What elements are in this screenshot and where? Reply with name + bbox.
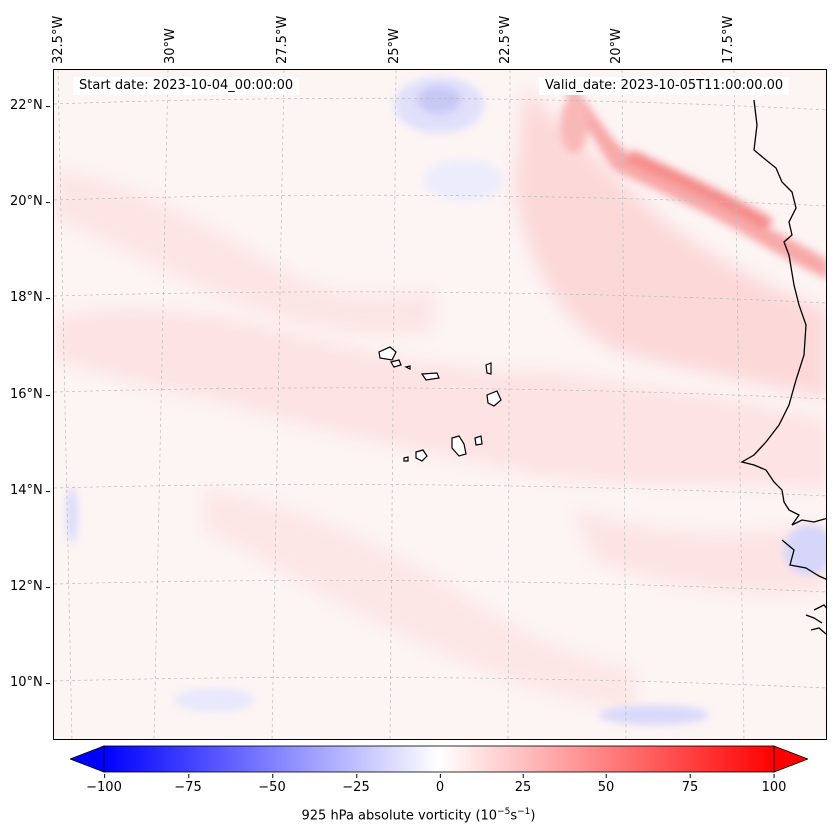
island-santiago	[451, 435, 467, 457]
island-sao-vicente	[390, 359, 402, 368]
colorbar-tick-neg100: −100	[86, 774, 122, 795]
colorbar-tick-neg50: −50	[258, 774, 286, 795]
map-panel[interactable]	[53, 69, 827, 740]
colorbar-ramp	[103, 745, 775, 773]
vorticity-field	[54, 70, 826, 739]
lon-label-17-5w: 17.5°W	[721, 15, 736, 64]
positive-vorticity-band	[560, 85, 826, 279]
island-maio	[474, 435, 483, 446]
lat-label-22n: 22°N	[10, 98, 50, 113]
positive-vorticity-regions	[54, 90, 826, 710]
island-sao-nicolau	[420, 372, 440, 381]
island-sal	[485, 362, 492, 375]
island-fogo	[415, 449, 428, 462]
colorbar-label: 925 hPa absolute vorticity (10−5s−1)	[301, 807, 536, 824]
colorbar-extend-min	[68, 745, 105, 773]
coastline	[740, 99, 826, 635]
lat-label-10n: 10°N	[10, 675, 50, 690]
colorbar-extend-max	[773, 745, 810, 773]
lat-label-20n: 20°N	[10, 194, 50, 209]
colorbar-tick-0: 0	[435, 774, 445, 795]
colorbar-tick-50: 50	[597, 774, 615, 795]
colorbar-graphic	[68, 745, 810, 773]
lat-label-12n: 12°N	[10, 579, 50, 594]
lon-label-20w: 20°W	[609, 28, 624, 64]
lon-label-30w: 30°W	[163, 28, 178, 64]
negative-vorticity-regions	[66, 77, 826, 725]
island-boa-vista	[486, 390, 502, 407]
island-brava	[403, 456, 409, 462]
island-santo-antao	[378, 346, 397, 361]
colorbar-tick-25: 25	[514, 774, 532, 795]
lat-label-14n: 14°N	[10, 483, 50, 498]
colorbar-tick-100: 100	[761, 774, 787, 795]
island-santa-luzia	[404, 365, 411, 370]
lat-label-18n: 18°N	[10, 290, 50, 305]
lat-label-16n: 16°N	[10, 387, 50, 402]
cape-verde-islands	[378, 346, 502, 462]
valid-date-box: Valid_date: 2023-10-05T11:00:00.00	[539, 77, 790, 95]
lon-label-32-5w: 32.5°W	[51, 15, 66, 64]
start-date-box: Start date: 2023-10-04_00:00:00	[73, 77, 300, 95]
colorbar-tick-neg25: −25	[342, 774, 370, 795]
lon-label-27-5w: 27.5°W	[275, 15, 290, 64]
lon-label-25w: 25°W	[387, 28, 402, 64]
lon-label-22-5w: 22.5°W	[498, 15, 513, 64]
colorbar	[68, 745, 810, 773]
graticule	[54, 70, 826, 739]
colorbar-tick-75: 75	[681, 774, 699, 795]
colorbar-tick-neg75: −75	[174, 774, 202, 795]
